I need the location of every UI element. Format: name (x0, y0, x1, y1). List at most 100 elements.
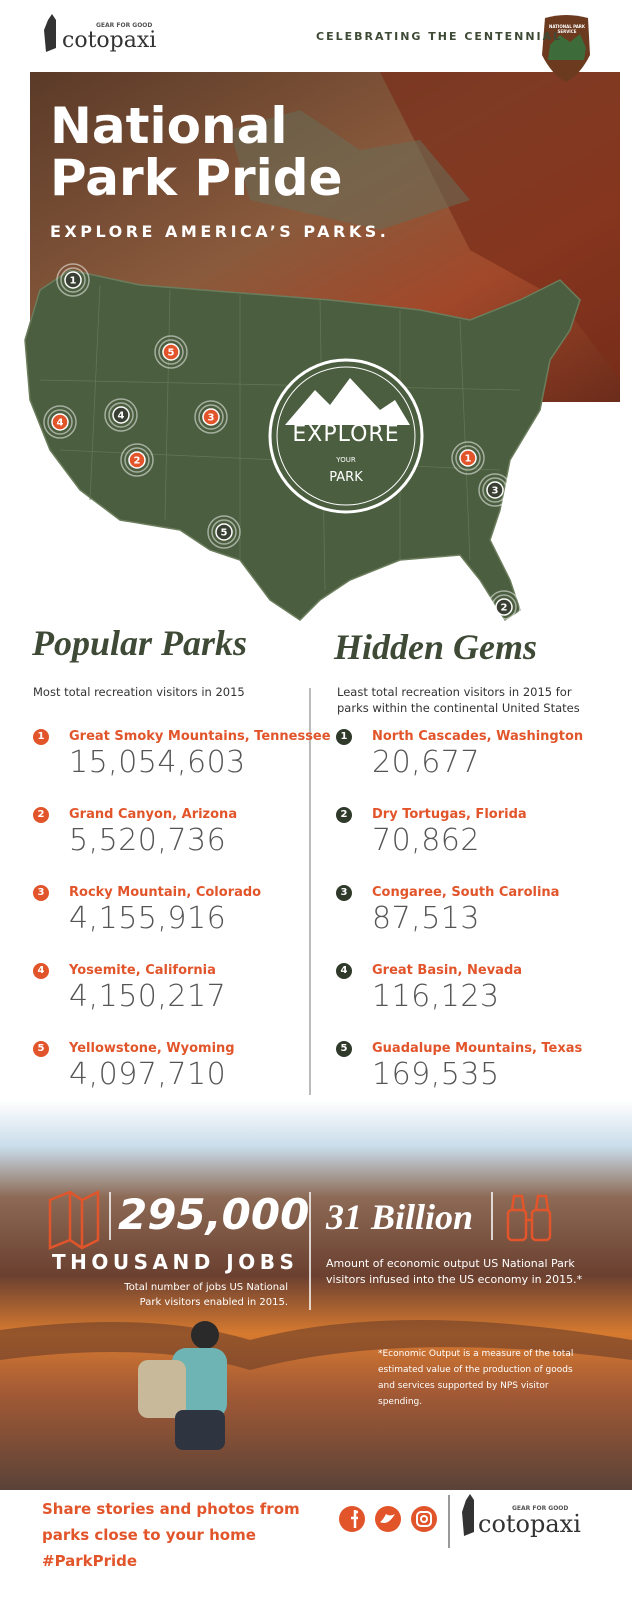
visitor-count: 116,123 (372, 979, 500, 1014)
brand: cotopaxi (62, 28, 157, 53)
economy-value: 31 Billion (326, 1197, 474, 1237)
arch (0, 1320, 632, 1370)
hidden-heading: Hidden Gems (334, 627, 537, 667)
park-name: Rocky Mountain, Colorado (69, 885, 262, 900)
llama-logo (462, 1494, 474, 1536)
marker (459, 449, 477, 467)
llama-logo (44, 14, 56, 52)
brand-tagline: GEAR FOR GOOD (96, 22, 153, 29)
marker-ring (120, 443, 154, 477)
marker-ring (158, 339, 184, 365)
park-name: Yosemite, California (69, 963, 216, 978)
marker-ring (211, 519, 237, 545)
rank-badge: 2 (33, 807, 49, 823)
mountains (230, 110, 470, 230)
marker-ring (43, 405, 77, 439)
hero-subtitle: EXPLORE AMERICA’S PARKS. (50, 222, 390, 241)
nps-badge (542, 15, 590, 82)
marker-ring (154, 335, 188, 369)
visitor-count: 4,150,217 (69, 979, 227, 1014)
hero-title-line: Park Pride (50, 149, 343, 207)
marker-ring (491, 594, 517, 620)
visitor-count: 4,097,710 (69, 1057, 227, 1092)
marker-ring (482, 477, 508, 503)
stamp-middle: YOUR (336, 456, 356, 464)
marker-ring (207, 515, 241, 549)
popular-description: Most total recreation visitors in 2015 (33, 685, 245, 699)
marker-ring (124, 447, 150, 473)
marker (215, 523, 233, 541)
economy-note: Amount of economic output US National Pa… (326, 1257, 583, 1286)
popular-heading: Popular Parks (32, 623, 248, 663)
marker-ring (478, 473, 512, 507)
rank-badge: 1 (336, 729, 352, 745)
brand-tagline: GEAR FOR GOOD (512, 1505, 569, 1512)
park-name: North Cascades, Washington (372, 729, 584, 744)
marker (162, 343, 180, 361)
marker-ring (487, 590, 521, 624)
marker-label: 1 (70, 276, 77, 287)
explore-stamp (268, 358, 424, 514)
visitor-count: 20,677 (372, 745, 480, 780)
marker-ring (60, 267, 86, 293)
visitor-count: 5,520,736 (69, 823, 227, 858)
marker-label: 3 (492, 486, 499, 497)
footnote: *Economic Output is a measure of the tot… (378, 1349, 574, 1407)
park-name: Great Smoky Mountains, Tennessee (69, 729, 331, 744)
park-name: Grand Canyon, Arizona (69, 807, 238, 822)
brand: cotopaxi (478, 1510, 581, 1538)
rank-badge: 4 (33, 963, 49, 979)
marker-label: 3 (208, 413, 215, 424)
hero-title: National Park Pride (50, 100, 343, 204)
visitor-count: 87,513 (372, 901, 480, 936)
visitor-count: 169,535 (372, 1057, 500, 1092)
stamp-top: EXPLORE (292, 422, 400, 447)
arch-photo (0, 1100, 632, 1490)
marker (202, 408, 220, 426)
marker-label: 4 (118, 411, 125, 422)
badge-text: NATIONAL PARK SERVICE (549, 24, 585, 34)
marker (128, 451, 146, 469)
cliff (380, 72, 620, 380)
rank-badge: 1 (33, 729, 49, 745)
marker (495, 598, 513, 616)
marker-ring (451, 441, 485, 475)
marker-label: 5 (168, 348, 175, 359)
park-name: Guadalupe Mountains, Texas (372, 1041, 583, 1056)
marker-ring (56, 263, 90, 297)
marker-ring (198, 404, 224, 430)
rank-badge: 2 (336, 807, 352, 823)
rank-badge: 4 (336, 963, 352, 979)
marker (64, 271, 82, 289)
marker-label: 4 (57, 418, 64, 429)
marker-label: 5 (221, 528, 228, 539)
cta: Share stories and photos from parks clos… (42, 1500, 300, 1570)
map-icon (48, 1189, 100, 1250)
rank-badge: 5 (33, 1041, 49, 1057)
jobs-label: THOUSAND JOBS (52, 1250, 299, 1274)
marker-label: 2 (501, 603, 508, 614)
marker-label: 2 (134, 456, 141, 467)
park-name: Dry Tortugas, Florida (372, 807, 527, 822)
binoculars-icon (506, 1194, 552, 1242)
park-name: Great Basin, Nevada (372, 963, 523, 978)
jobs-value: 295,000 (118, 1190, 310, 1239)
marker-ring (455, 445, 481, 471)
stamp-bottom: PARK (329, 470, 363, 485)
hidden-description: Least total recreation visitors in 2015 … (337, 685, 580, 715)
visitor-count: 15,054,603 (69, 745, 246, 780)
visitor-count: 4,155,916 (69, 901, 227, 936)
rank-badge: 3 (33, 885, 49, 901)
marker-ring (47, 409, 73, 435)
rank-badge: 5 (336, 1041, 352, 1057)
marker (112, 406, 130, 424)
centennial: CELEBRATING THE CENTENNIAL (316, 30, 563, 43)
rank-badge: 3 (336, 885, 352, 901)
marker-ring (104, 398, 138, 432)
marker-ring (108, 402, 134, 428)
visitor-count: 70,862 (372, 823, 480, 858)
park-name: Yellowstone, Wyoming (69, 1041, 235, 1056)
marker (486, 481, 504, 499)
